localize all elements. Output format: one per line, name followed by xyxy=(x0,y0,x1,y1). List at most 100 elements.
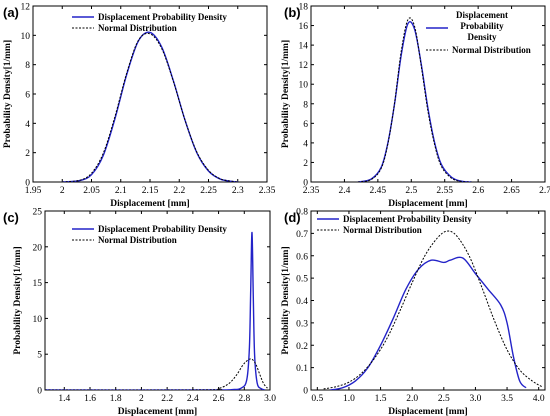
panel-label: (c) xyxy=(3,210,19,225)
legend-label: Normal Distribution xyxy=(98,235,177,245)
y-tick-label: 6 xyxy=(25,91,30,101)
x-axis-title: Displacement [mm] xyxy=(388,199,467,209)
y-tick-label: 4 xyxy=(25,120,30,130)
x-tick-label: 1.6 xyxy=(84,394,96,404)
x-tick-label: 2.4 xyxy=(187,394,199,404)
x-tick-label: 1.4 xyxy=(58,394,70,404)
x-tick-label: 3.5 xyxy=(501,394,513,404)
legend-label: Displacement Probability Density xyxy=(98,224,227,234)
plot-frame xyxy=(310,210,546,391)
y-tick-label: 0 xyxy=(37,387,42,397)
displacement-density-line xyxy=(329,256,527,390)
x-tick-label: 2.1 xyxy=(115,186,127,196)
x-tick-label: 2.35 xyxy=(303,186,320,196)
x-tick-label: 2.2 xyxy=(161,394,173,404)
y-tick-label: 0.3 xyxy=(296,319,308,329)
y-tick-label: 0 xyxy=(25,179,30,189)
x-tick-label: 2.6 xyxy=(213,394,225,404)
y-tick-label: 14 xyxy=(299,42,309,52)
y-tick-label: 0.1 xyxy=(296,364,308,374)
y-tick-label: 8 xyxy=(303,100,308,110)
x-tick-label: 1.95 xyxy=(25,186,42,196)
y-tick-label: 2 xyxy=(25,149,30,159)
chart-panel-1: 2.35 2.4 2.45 2.5 2.55 2.6 2.65 2.7 0 2 4 6 8 10 12 14 1… xyxy=(281,3,550,210)
y-tick-label: 10 xyxy=(299,81,309,91)
y-axis-title: Probability Density[1/mm] xyxy=(281,40,291,148)
x-tick-label: 1.8 xyxy=(110,394,122,404)
plot-frame xyxy=(310,5,546,183)
normal-distribution-line xyxy=(45,358,268,390)
panel-label: (d) xyxy=(284,210,301,225)
y-tick-label: 16 xyxy=(299,22,309,32)
y-tick-label: 6 xyxy=(303,120,308,130)
x-tick-label: 2.65 xyxy=(503,186,520,196)
y-tick-label: 0.4 xyxy=(296,297,308,307)
normal-distribution-line xyxy=(323,230,543,390)
x-tick-label: 4.0 xyxy=(533,394,545,404)
y-tick-label: 4 xyxy=(303,139,308,149)
x-tick-label: 0.5 xyxy=(311,394,323,404)
legend-label: Displacement Probability Density xyxy=(98,12,227,22)
y-tick-label: 18 xyxy=(299,3,309,13)
y-axis-title: Probability Density[1/mm] xyxy=(281,246,291,354)
x-tick-label: 2.55 xyxy=(436,186,453,196)
x-tick-label: 2.2 xyxy=(173,186,185,196)
x-tick-label: 2 xyxy=(139,394,144,404)
y-tick-label: 10 xyxy=(21,32,31,42)
x-tick-label: 2.8 xyxy=(238,394,250,404)
x-tick-label: 2.5 xyxy=(438,394,450,404)
x-tick-label: 1.5 xyxy=(375,394,387,404)
x-tick-label: 2 xyxy=(60,186,65,196)
y-tick-label: 12 xyxy=(21,3,31,13)
x-tick-label: 2.05 xyxy=(83,186,100,196)
x-axis-title: Displacement [mm] xyxy=(118,407,197,416)
x-tick-label: 3.0 xyxy=(264,394,276,404)
y-tick-label: 25 xyxy=(33,208,43,218)
displacement-density-line xyxy=(62,31,238,182)
x-tick-label: 2.4 xyxy=(338,186,350,196)
x-tick-label: 2.15 xyxy=(142,186,159,196)
y-tick-label: 0 xyxy=(303,387,308,397)
x-tick-label: 2.6 xyxy=(472,186,484,196)
y-tick-label: 0.2 xyxy=(296,342,308,352)
y-tick-label: 0.7 xyxy=(296,230,308,240)
displacement-density-line xyxy=(45,231,266,390)
y-axis-title: Probability Density[1/mm] xyxy=(3,40,13,148)
y-tick-label: 0.6 xyxy=(296,252,308,262)
x-tick-label: 1.0 xyxy=(343,394,355,404)
y-axis-title: Probability Density[1/mm] xyxy=(13,246,23,354)
normal-distribution-line xyxy=(357,17,472,182)
x-tick-label: 2.5 xyxy=(405,186,417,196)
y-tick-label: 8 xyxy=(25,61,30,71)
panel-label: (a) xyxy=(3,5,19,20)
y-tick-label: 20 xyxy=(33,243,43,253)
y-tick-label: 0.5 xyxy=(296,275,308,285)
chart-panel-2: 1.4 1.6 1.8 2 2.2 2.4 2.6 2.8 3.0 0 5 10 15 20 25 Displ… xyxy=(3,208,276,416)
y-tick-label: 2 xyxy=(303,159,308,169)
y-tick-label: 10 xyxy=(33,315,43,325)
y-tick-label: 12 xyxy=(299,61,309,71)
x-tick-label: 2.3 xyxy=(232,186,244,196)
x-axis-title: Displacement [mm] xyxy=(110,199,189,209)
legend-label: Displacement Probability Density xyxy=(343,214,472,224)
legend: Displacement Probability Density Normal Dis… xyxy=(426,10,531,55)
legend-label: Normal Distribution xyxy=(343,225,422,235)
panel-label: (b) xyxy=(284,5,301,20)
x-tick-label: 2.7 xyxy=(539,186,550,196)
legend-label: Normal Distribution xyxy=(452,45,531,55)
y-tick-label: 5 xyxy=(37,351,42,361)
chart-panel-0: 1.95 2 2.05 2.1 2.15 2.2 2.25 2.3 2.35 0 2 4 6 8 10 12 D… xyxy=(3,3,276,210)
x-axis-title: Displacement [mm] xyxy=(388,407,467,416)
y-tick-label: 0.8 xyxy=(296,208,308,218)
x-tick-label: 3.0 xyxy=(469,394,481,404)
normal-distribution-line xyxy=(62,32,238,182)
x-tick-label: 2.45 xyxy=(370,186,387,196)
y-tick-label: 15 xyxy=(33,279,43,289)
x-tick-label: 2.25 xyxy=(200,186,217,196)
legend-label: Normal Distribution xyxy=(98,23,177,33)
legend-label: Displacement Probability Density xyxy=(456,10,508,42)
